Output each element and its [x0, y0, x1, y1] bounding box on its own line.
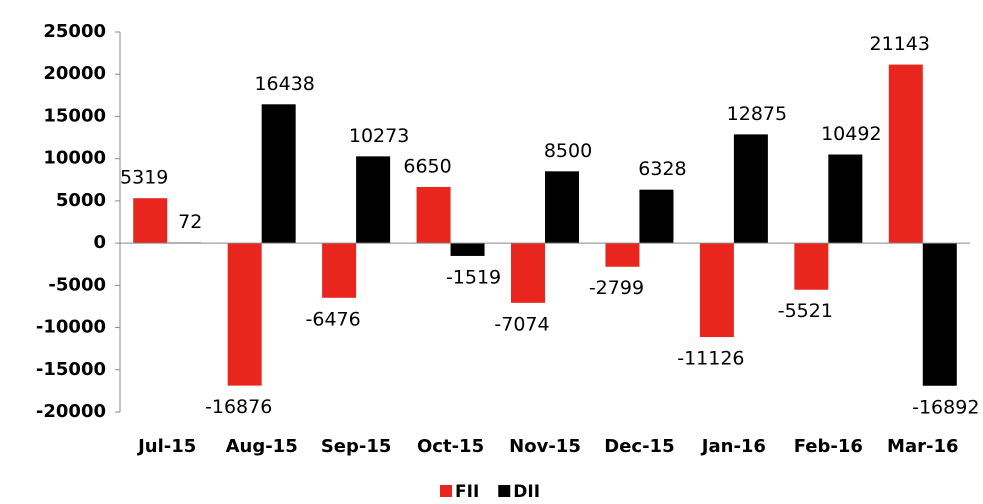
y-tick-label: 0 [93, 232, 106, 253]
bar [828, 154, 863, 244]
value-label: 12875 [727, 103, 787, 125]
value-label: -5521 [778, 300, 833, 322]
value-label: -1519 [446, 266, 501, 288]
bar [356, 156, 391, 244]
x-tick-label: Aug-15 [226, 436, 298, 457]
x-tick-label: Feb-16 [794, 436, 863, 457]
value-label: -16876 [205, 396, 272, 418]
value-label: 10273 [349, 125, 409, 147]
x-tick-label: Jul-15 [136, 436, 196, 457]
legend-swatch [498, 485, 511, 497]
y-tick-label: 5000 [56, 190, 106, 211]
bar [416, 186, 451, 244]
y-tick-label: -5000 [48, 274, 106, 295]
bar [511, 243, 545, 303]
value-label: 6650 [403, 155, 451, 177]
bar [888, 64, 923, 244]
y-tick-label: 10000 [43, 148, 106, 169]
bar [733, 134, 768, 244]
legend-label: DII [513, 482, 540, 502]
value-label: 21143 [870, 33, 930, 55]
value-label: 10492 [821, 123, 881, 145]
x-tick-label: Jan-16 [700, 436, 766, 457]
bar [922, 243, 957, 386]
y-tick-label: 20000 [43, 63, 106, 84]
x-tick-label: Dec-15 [604, 436, 674, 457]
value-label: 72 [178, 211, 202, 233]
bar [133, 198, 168, 244]
value-label: -6476 [306, 308, 361, 330]
x-tick-label: Mar-16 [887, 436, 958, 457]
bar [639, 189, 674, 244]
value-label: -16892 [912, 396, 979, 418]
bar [699, 243, 734, 338]
value-label: 16438 [254, 73, 314, 95]
value-label: 5319 [120, 167, 168, 189]
bar [605, 243, 640, 267]
bar [794, 243, 829, 290]
bar [227, 243, 262, 386]
legend-label: FII [455, 482, 479, 502]
y-tick-label: -20000 [36, 401, 106, 422]
x-tick-label: Oct-15 [417, 436, 484, 457]
y-tick-label: 15000 [43, 105, 106, 126]
bar [261, 104, 296, 244]
y-tick-label: 25000 [43, 21, 106, 42]
x-tick-label: Nov-15 [509, 436, 581, 457]
legend-swatch [440, 485, 452, 497]
x-tick-label: Sep-15 [321, 436, 392, 457]
y-tick-label: -10000 [36, 317, 106, 338]
value-label: -11126 [677, 348, 744, 370]
bar [322, 243, 357, 298]
value-label: -2799 [589, 277, 644, 299]
bar [545, 171, 579, 244]
value-label: 6328 [638, 158, 686, 180]
value-label: 8500 [544, 140, 592, 162]
y-tick-label: -15000 [36, 359, 106, 380]
bar [450, 243, 485, 256]
value-label: -7074 [494, 313, 549, 335]
